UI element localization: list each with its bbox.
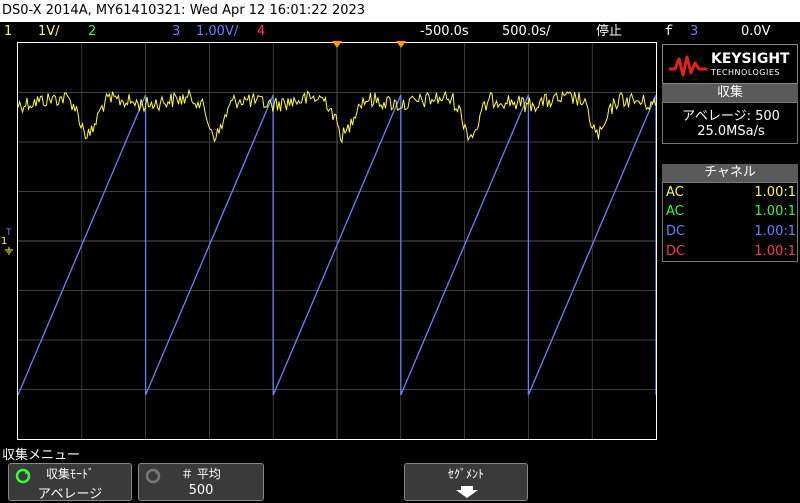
run-state[interactable]: 停止 [596,22,622,42]
ch1-scale[interactable]: 1V/ [38,22,60,42]
trigger-icon: ｆ [662,22,675,42]
average-count-softkey[interactable]: ＃ 平均 500 [138,463,264,501]
graticule-grid [18,43,656,439]
ground-icon [4,240,14,248]
channel-row-1[interactable]: AC 1.00:1 [663,183,799,202]
time-scale[interactable]: 500.0s/ [502,22,550,42]
acquisition-panel: アベレージ: 500 25.0MSa/s [662,102,798,144]
time-delay[interactable]: -500.0s [420,22,469,42]
arrow-down-icon [455,486,479,498]
acquisition-header[interactable]: 収集 [662,84,798,102]
acq-mode-label: 収集ﾓｰﾄﾞ [9,465,131,482]
segment-label: ｾｸﾞﾒﾝﾄ [405,465,527,482]
ch1-coupling: AC [666,183,684,202]
channel-row-4[interactable]: DC 1.00:1 [663,242,799,261]
average-count-value: 500 [139,483,263,498]
ch3-coupling: DC [666,222,685,241]
ch4-number[interactable]: 4 [257,22,265,42]
ch2-probe: 1.00:1 [754,202,796,221]
ch3-scale[interactable]: 1.00V/ [196,22,238,42]
channel-panel: AC 1.00:1 AC 1.00:1 DC 1.00:1 DC 1.00:1 [662,182,798,262]
title-text: DS0-X 2014A, MY61410321: Wed Apr 12 16:0… [0,3,365,18]
acq-mode-softkey[interactable]: 収集ﾓｰﾄﾞ アベレージ [8,463,132,501]
waveform-display[interactable] [17,42,657,440]
delay-marker-icon [332,41,342,48]
trigger-channel[interactable]: 3 [690,22,698,42]
segment-softkey[interactable]: ｾｸﾞﾒﾝﾄ [404,463,528,501]
right-panel: KEYSIGHT TECHNOLOGIES 収集 アベレージ: 500 25.0… [660,42,800,440]
ch4-coupling: DC [666,242,685,261]
menu-title: 収集メニュー [2,444,80,463]
channel-header[interactable]: チャネル [662,164,798,182]
brand-name: KEYSIGHT [711,52,790,66]
ch3-number[interactable]: 3 [172,22,180,42]
average-count-label: ＃ 平均 [139,465,263,482]
channel-row-2[interactable]: AC 1.00:1 [663,202,799,221]
sample-rate: 25.0MSa/s [663,124,799,139]
acq-mode-value: アベレージ [9,483,131,502]
ch3-probe: 1.00:1 [754,222,796,241]
ch1-probe: 1.00:1 [754,183,796,202]
keysight-wave-icon [669,53,707,77]
title-bar: DS0-X 2014A, MY61410321: Wed Apr 12 16:0… [0,0,800,22]
channel-row-3[interactable]: DC 1.00:1 [663,222,799,241]
acq-mode-line: アベレージ: 500 [663,105,799,124]
ch1-number[interactable]: 1 [4,22,12,42]
trigger-level-marker[interactable]: T [6,228,12,238]
status-bar: 1 1V/ 2 3 1.00V/ 4 -500.0s 500.0s/ 停止 ｆ … [0,22,800,42]
ch4-probe: 1.00:1 [754,242,796,261]
brand-sub: TECHNOLOGIES [711,68,780,77]
waveform-canvas [18,43,656,439]
ch2-number[interactable]: 2 [88,22,96,42]
trigger-level[interactable]: 0.0V [741,22,771,42]
ch2-coupling: AC [666,202,684,221]
trigger-position-icon [396,41,406,48]
keysight-logo: KEYSIGHT TECHNOLOGIES [662,44,798,84]
